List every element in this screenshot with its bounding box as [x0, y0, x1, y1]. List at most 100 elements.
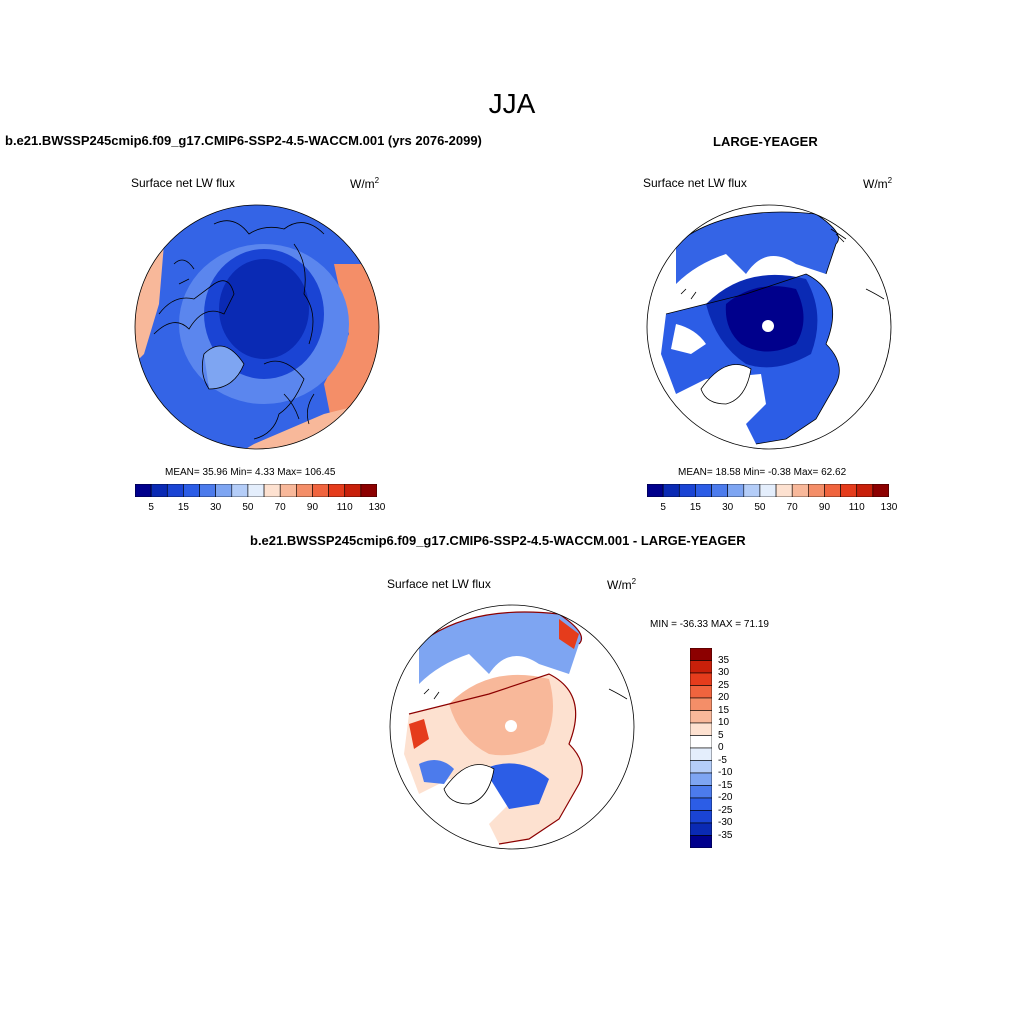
colorbar-swatch: [263, 484, 281, 497]
colorbar-swatch: [775, 484, 793, 497]
colorbar-swatch: [690, 697, 712, 711]
colorbar-swatch: [808, 484, 825, 497]
colorbar-swatch: [690, 710, 712, 724]
colorbar-swatch: [690, 660, 712, 674]
panel1-coastlines: [153, 220, 325, 440]
colorbar-tick-label: -15: [718, 779, 733, 791]
colorbar-swatch: [690, 722, 712, 736]
colorbar-tick-label: -25: [718, 804, 733, 816]
colorbar-swatch: [215, 484, 233, 497]
panel1-units: W/m2: [350, 176, 380, 191]
colorbar-swatch: [690, 760, 712, 774]
colorbar-tick-label: 0: [718, 742, 724, 753]
colorbar-tick-label: 50: [754, 502, 766, 513]
panel3-polar-map: [389, 604, 635, 850]
panel2-stats: MEAN= 18.58 Min= -0.38 Max= 62.62: [678, 467, 847, 478]
colorbar-tick-label: -30: [718, 817, 733, 828]
colorbar-tick-label: 30: [718, 667, 730, 678]
colorbar-swatch: [231, 484, 249, 497]
colorbar-swatch: [344, 484, 362, 497]
colorbar-tick-label: 25: [718, 679, 730, 691]
colorbar-swatch: [791, 484, 809, 497]
colorbar-tick-label: 5: [660, 502, 666, 513]
panel1-variable-label: Surface net LW flux: [131, 176, 235, 190]
panel3-negative-anomaly-west: [419, 760, 454, 784]
colorbar-swatch: [690, 822, 712, 836]
colorbar-tick-label: 15: [718, 704, 730, 716]
panel1-map-border: [134, 204, 380, 450]
colorbar-tick-label: 50: [242, 502, 254, 513]
colorbar-swatch: [690, 797, 712, 811]
colorbar-tick-label: 35: [718, 654, 730, 666]
panel2-units: W/m2: [863, 176, 893, 191]
panel2-field-outer-top: [676, 212, 839, 284]
colorbar-swatch: [199, 484, 216, 497]
colorbar-tick-label: 5: [718, 729, 724, 741]
panel1-stats: MEAN= 35.96 Min= 4.33 Max= 106.45: [165, 467, 336, 478]
panel2-field-center: [725, 286, 804, 352]
colorbar-swatch: [166, 484, 184, 497]
panel1-case-title: b.e21.BWSSP245cmip6.f09_g17.CMIP6-SSP2-4…: [5, 133, 482, 148]
colorbar-tick-label: 90: [306, 502, 319, 513]
colorbar-tick-label: 110: [336, 502, 353, 513]
colorbar-tick-label: 90: [818, 502, 831, 513]
colorbar-tick-label: 70: [786, 502, 798, 513]
panel3-map-border: [389, 604, 635, 850]
colorbar-swatch: [711, 484, 728, 497]
colorbar-swatch: [690, 648, 712, 661]
colorbar-swatch: [824, 484, 841, 497]
colorbar-swatch: [247, 484, 265, 497]
panel2-colorbar: [647, 484, 889, 497]
colorbar-swatch: [690, 810, 712, 824]
colorbar-tick-label: -10: [718, 767, 733, 778]
panel2-pole-hole: [762, 320, 774, 332]
panel2-polar-map: [646, 204, 892, 450]
colorbar-swatch: [690, 735, 712, 749]
colorbar-swatch: [183, 484, 200, 497]
colorbar-swatch: [856, 484, 874, 497]
colorbar-swatch: [135, 484, 152, 497]
panel3-stats: MIN = -36.33 MAX = 71.19: [650, 619, 769, 630]
colorbar-swatch: [690, 685, 712, 699]
panel3-negative-anomaly: [484, 763, 549, 809]
panel3-positive-anomaly-west: [409, 719, 429, 749]
colorbar-tick-label: 5: [148, 502, 154, 513]
colorbar-swatch: [690, 835, 712, 848]
colorbar-swatch: [727, 484, 745, 497]
colorbar-tick-label: 70: [274, 502, 286, 513]
colorbar-tick-label: 130: [880, 502, 898, 513]
panel2-coastlines: [665, 211, 885, 445]
panel1-colorbar-ticks: 5 15 30 50 70 90 110 130: [135, 502, 385, 516]
colorbar-swatch: [840, 484, 858, 497]
colorbar-swatch: [690, 772, 712, 786]
panel1-polar-map: [134, 204, 380, 450]
panel2-colorbar-ticks: 5 15 30 50 70 90 110 130: [647, 502, 897, 516]
panel3-pole-hole: [505, 720, 517, 732]
colorbar-swatch: [743, 484, 761, 497]
panel3-greenland-mask: [444, 764, 494, 804]
panel3-colorbar: [690, 648, 712, 848]
colorbar-swatch: [759, 484, 777, 497]
panel2-variable-label: Surface net LW flux: [643, 176, 747, 190]
panel3-field-inner: [449, 674, 553, 756]
panel3-variable-label: Surface net LW flux: [387, 577, 491, 591]
panel2-greenland-mask: [701, 364, 751, 404]
colorbar-swatch: [872, 484, 889, 497]
panel3-colorbar-ticks: 35 30 25 20 15 10 5 0 -5 -10 -15 -20 -25 -30 -35: [718, 648, 758, 848]
colorbar-tick-label: 15: [689, 502, 701, 513]
colorbar-tick-label: 10: [718, 717, 730, 728]
colorbar-swatch: [328, 484, 346, 497]
panel3-coastlines: [423, 688, 628, 805]
panel1-field-center: [219, 259, 309, 359]
colorbar-tick-label: 110: [848, 502, 865, 513]
panel2-map-border: [646, 204, 892, 450]
panel3-field-outer-top: [419, 612, 582, 684]
colorbar-swatch: [296, 484, 313, 497]
colorbar-swatch: [360, 484, 377, 497]
colorbar-swatch: [647, 484, 664, 497]
colorbar-tick-label: 20: [718, 692, 730, 703]
panel3-units: W/m2: [607, 577, 637, 592]
panel3-coastline-anomalies: [408, 611, 583, 845]
colorbar-swatch: [690, 672, 712, 686]
colorbar-swatch: [695, 484, 712, 497]
